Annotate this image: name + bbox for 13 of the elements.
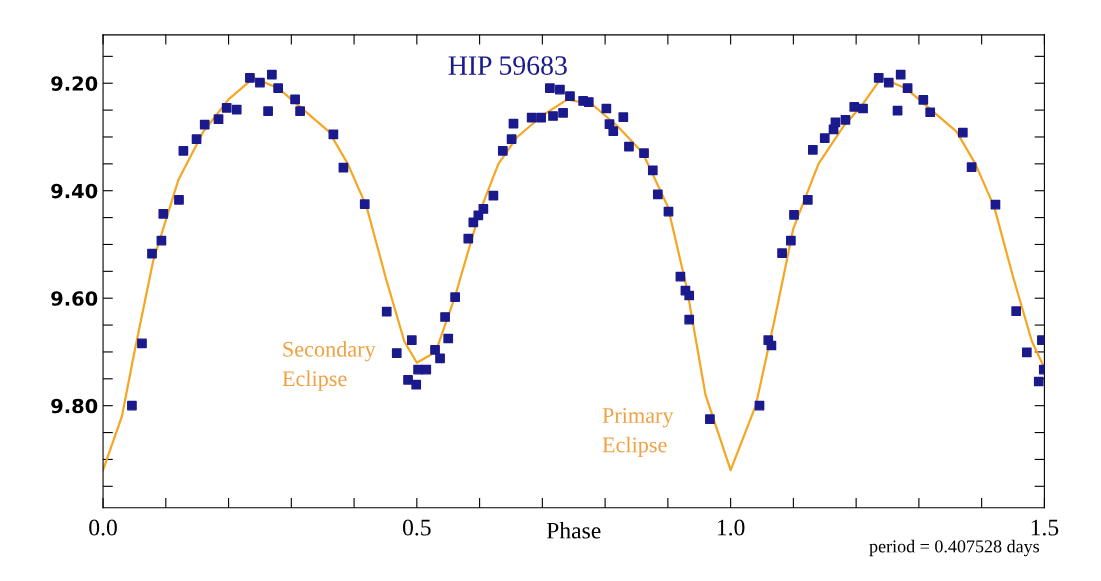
x-tick-label: 1.0 <box>717 519 745 536</box>
text: period = 0.407528 days <box>869 539 1040 557</box>
x-tick-label: 0.0 <box>89 519 117 536</box>
y-tick-label: 9.20 <box>51 76 98 91</box>
y-tick-label: 9.80 <box>51 398 98 414</box>
annotation: Primary Eclipse <box>602 407 674 457</box>
y-tick-label: 9.60 <box>51 291 98 306</box>
text: HIP 59683 <box>448 56 567 75</box>
x-tick-label: 1.5 <box>1031 519 1059 536</box>
x-tick-label: 0.5 <box>402 519 431 536</box>
y-tick-label: 9.40 <box>51 183 98 199</box>
x-axis-title: Phase <box>546 521 601 539</box>
annotation: Secondary Eclipse <box>282 341 376 391</box>
